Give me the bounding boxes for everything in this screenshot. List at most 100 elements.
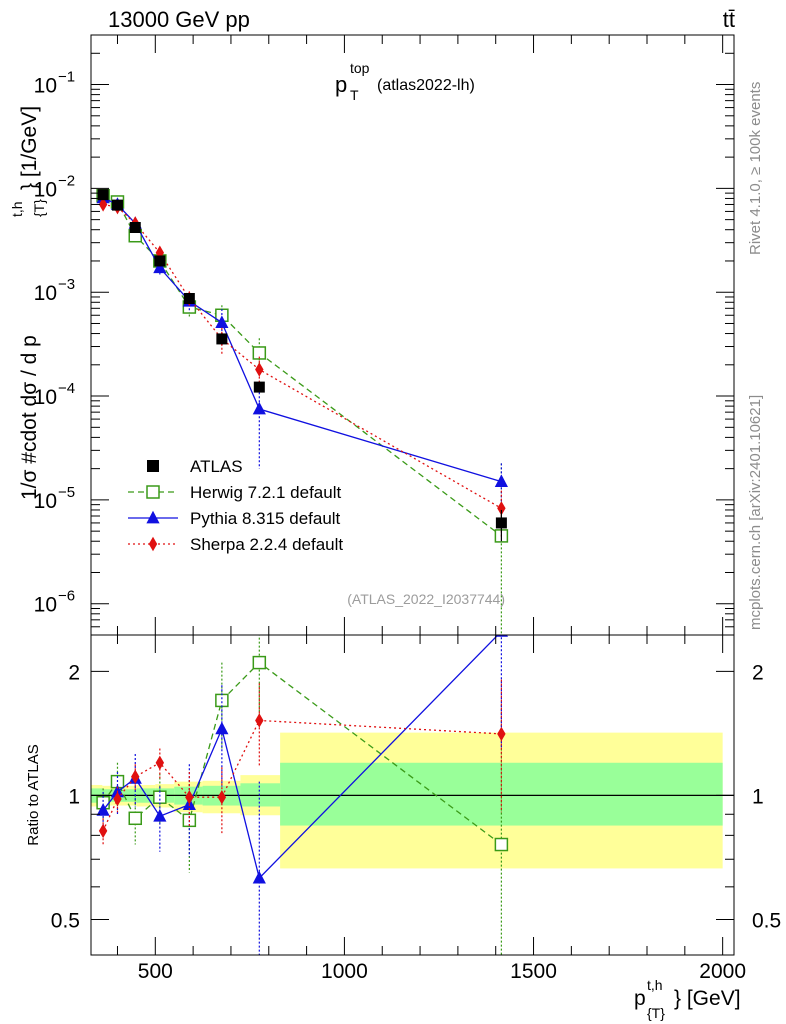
legend-marker — [147, 460, 159, 472]
data-point — [129, 222, 141, 234]
legend-marker — [148, 536, 158, 552]
ratio-series-sherpa — [98, 679, 506, 845]
legend-label: ATLAS — [190, 457, 243, 476]
ratio-point — [153, 790, 167, 804]
data-point — [255, 362, 264, 377]
analysis-id: (ATLAS_2022_I2037744) — [347, 591, 505, 607]
ratio-point — [153, 809, 167, 822]
rivet-note: Rivet 4.1.0, ≥ 100k events — [747, 82, 764, 255]
y-tick-label-exp: −4 — [58, 380, 75, 397]
ratio-point — [155, 755, 165, 770]
ratio-point — [217, 790, 227, 805]
ratio-panel: 0.5 0.5 1 1 2 2 500 1000 1500 2000 — [51, 634, 781, 983]
legend-label: Herwig 7.2.1 default — [190, 483, 341, 502]
data-point — [253, 381, 265, 393]
y-tick-label-base: 10 — [34, 282, 57, 305]
ratio-y-tick-label: 2 — [68, 661, 80, 684]
ratio-point — [113, 791, 122, 807]
ratio-point — [252, 655, 267, 670]
legend-entry: ATLAS — [147, 457, 243, 476]
legend-marker — [146, 485, 160, 499]
plot-title-sup: top — [350, 60, 370, 76]
x-tick-label: 1000 — [321, 960, 368, 983]
data-point — [183, 293, 195, 305]
series-line — [102, 203, 502, 509]
y-tick-label-exp: −2 — [58, 172, 75, 189]
plot-title: p top T (atlas2022-lh) — [335, 60, 475, 103]
legend-label: Sherpa 2.2.4 default — [190, 535, 343, 554]
x-label-main: p — [634, 987, 646, 1010]
y-tick-label-base: 10 — [34, 75, 57, 98]
ratio-point — [497, 726, 506, 742]
process-label: tt̄ — [723, 7, 735, 32]
x-label-suffix: } [GeV] — [674, 987, 741, 1010]
y-tick-label-exp: −6 — [58, 588, 75, 605]
ratio-point — [98, 823, 108, 839]
ratio-point — [96, 803, 110, 816]
ratio-y-tick-label: 0.5 — [51, 909, 80, 932]
y-tick-label-base: 10 — [34, 178, 57, 201]
ratio-y-tick-label-right: 2 — [752, 661, 764, 684]
data-point — [494, 474, 508, 488]
main-y-tick-labels: 10−610−510−410−310−210−1 — [34, 69, 75, 617]
data-point — [495, 517, 507, 529]
y-tick-label-base: 10 — [34, 490, 57, 513]
main-y-label-sup: t,h — [9, 201, 25, 217]
data-point — [111, 199, 123, 211]
x-tick-label: 2000 — [699, 960, 746, 983]
main-y-label-suffix: } [1/GeV] — [18, 106, 41, 190]
main-plot-area — [96, 188, 509, 635]
plot-title-tag: (atlas2022-lh) — [377, 77, 475, 94]
data-point — [98, 197, 108, 212]
ratio-point — [185, 790, 194, 805]
legend-label: Pythia 8.315 default — [190, 509, 341, 528]
series-atlas — [97, 189, 507, 542]
main-panel: 10−610−510−410−310−210−1 (ATLAS_2022_I20… — [34, 34, 735, 636]
data-point — [216, 333, 228, 345]
ratio-y-tick-labels: 0.5 0.5 1 1 2 2 — [51, 661, 781, 932]
data-point — [252, 346, 267, 360]
main-y-axis-label: 1/σ #cdot dσ / d p t,h {T} } [1/GeV] — [9, 106, 47, 500]
legend-entry: Sherpa 2.2.4 default — [128, 535, 343, 554]
ratio-axis-ticks — [91, 635, 734, 955]
ratio-line — [102, 719, 502, 832]
data-point — [497, 501, 506, 516]
ratio-point — [255, 713, 264, 728]
data-point — [252, 401, 266, 415]
ratio-point — [128, 811, 143, 826]
ratio-point — [131, 769, 140, 784]
ratio-y-tick-label-right: 0.5 — [752, 909, 781, 932]
ratio-y-tick-label-right: 1 — [752, 785, 764, 808]
legend-entry: Herwig 7.2.1 default — [128, 483, 341, 502]
plot-title-sub: T — [350, 87, 359, 103]
main-y-label-prefix: 1/σ #cdot dσ / d p — [18, 335, 41, 500]
x-axis-label: p t,h {T} } [GeV] — [634, 977, 741, 1021]
ratio-point — [252, 870, 266, 884]
x-label-sub: {T} — [647, 1005, 665, 1021]
legend-marker — [146, 510, 160, 524]
data-point — [97, 189, 109, 201]
mcplots-note: mcplots.cern.ch [arXiv:2401.10621] — [747, 395, 764, 630]
energy-label: 13000 GeV pp — [108, 7, 250, 32]
main-y-label-sub: {T} — [31, 199, 47, 217]
ratio-point — [215, 693, 229, 708]
y-tick-label-exp: −1 — [58, 69, 75, 86]
y-tick-label-base: 10 — [34, 594, 57, 617]
legend-entry: Pythia 8.315 default — [128, 509, 341, 528]
ratio-y-tick-label: 1 — [68, 785, 80, 808]
plot-title-main: p — [335, 72, 347, 97]
data-point — [154, 255, 166, 267]
y-tick-label-exp: −3 — [58, 276, 75, 293]
ratio-y-axis-label: Ratio to ATLAS — [25, 744, 42, 845]
ratio-uncertainty-bands — [91, 732, 723, 869]
ratio-plot-area — [91, 635, 734, 955]
series-line — [102, 197, 502, 483]
y-tick-label-exp: −5 — [58, 484, 75, 501]
ratio-point — [494, 837, 509, 852]
ratio-line — [102, 635, 499, 880]
legend: ATLAS Herwig 7.2.1 default Pythia 8.315 de… — [128, 457, 343, 554]
main-frame — [90, 34, 735, 636]
data-point — [153, 260, 167, 274]
x-tick-label: 500 — [138, 960, 173, 983]
